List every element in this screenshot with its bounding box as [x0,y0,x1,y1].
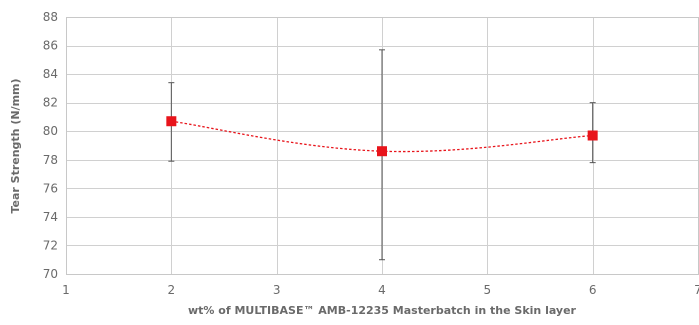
y-tick-label: 86 [43,39,58,53]
y-tick-label: 82 [43,96,58,110]
y-tick-label: 70 [43,267,58,281]
y-tick-labels: 70 72 74 76 78 80 82 84 86 88 [43,10,58,281]
data-point-marker [587,130,598,141]
y-axis-title: Tear Strength (N/mm) [9,78,22,213]
x-tick-labels: 1 2 3 4 5 6 7 [62,283,699,297]
x-tick-label: 7 [694,283,699,297]
y-tick-label: 74 [43,210,58,224]
x-tick-label: 6 [589,283,597,297]
y-tick-label: 88 [43,10,58,24]
y-tick-label: 80 [43,124,58,138]
y-tick-label: 76 [43,181,58,195]
y-tick-label: 72 [43,238,58,252]
data-point-marker [166,116,177,127]
x-tick-label: 3 [273,283,281,297]
x-tick-label: 2 [168,283,176,297]
data-point-layer [166,116,598,157]
y-tick-label: 78 [43,153,58,167]
data-point-marker [377,146,387,157]
y-tick-label: 84 [43,67,58,81]
x-tick-label: 5 [484,283,492,297]
x-tick-label: 4 [378,283,386,297]
x-axis-title: wt% of MULTIBASE™ AMB-12235 Masterbatch … [188,304,577,317]
x-tick-label: 1 [62,283,70,297]
